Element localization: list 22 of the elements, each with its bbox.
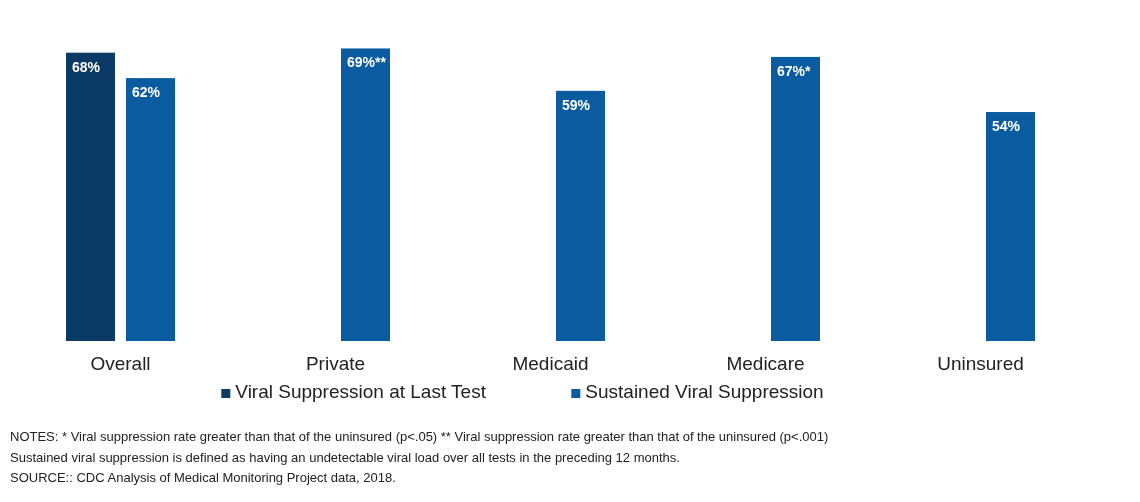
source-note: SOURCE:: CDC Analysis of Medical Monitoring Project data, 2018. [10,470,396,485]
legend-label: Sustained Viral Suppression [585,381,824,402]
bar [771,56,820,341]
bar [66,52,115,341]
legend-label: Viral Suppression at Last Test [235,381,487,402]
bar [126,78,175,341]
x-tick-label: Private [305,353,366,374]
data-label: 67%* [777,62,812,79]
x-tick-label: Medicare [726,353,805,374]
x-tick-label: Overall [90,353,151,374]
bar [341,48,390,341]
text: NOTES: * Viral suppression rate greater than that of the uninsured (p<.05) ** Viral suppression rate greater than that of the uninsured (p<.001) [10,429,829,444]
x-tick-label: Medicaid [512,353,589,374]
data-label: 62% [132,84,161,101]
x-tick-label: Uninsured [937,353,1024,374]
data-label: 69%** [347,54,387,71]
bar [556,90,605,341]
data-label: 59% [562,96,591,113]
text: Sustained viral suppression is defined as having an undetectable viral load over all tests in the preceding 12 months. [10,449,680,465]
data-label: 54% [992,118,1021,135]
data-label: 68% [72,58,101,75]
bar [986,112,1035,341]
